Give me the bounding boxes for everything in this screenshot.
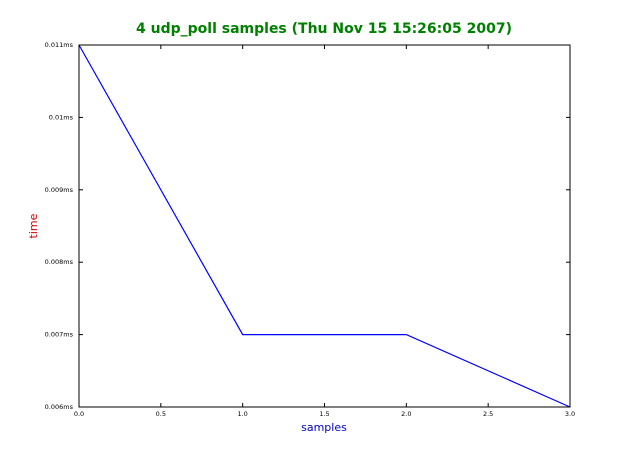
x-tick-label: 1.5 — [319, 410, 329, 418]
x-tick-label: 2.5 — [483, 410, 493, 418]
data-line — [78, 44, 571, 408]
y-tick-label: 0.011ms — [45, 41, 74, 49]
y-tick-label: 0.006ms — [45, 403, 74, 411]
x-tick-label: 3.0 — [565, 410, 575, 418]
y-tick-label: 0.008ms — [45, 258, 74, 266]
y-tick-label: 0.01ms — [49, 113, 74, 121]
y-axis-label: time — [27, 213, 40, 238]
x-tick-label: 2.0 — [401, 410, 411, 418]
y-tick-label: 0.009ms — [45, 186, 74, 194]
x-tick-label: 0.0 — [74, 410, 84, 418]
y-tick-label: 0.007ms — [45, 331, 74, 339]
x-axis-label: samples — [301, 421, 347, 434]
x-tick-label: 0.5 — [156, 410, 166, 418]
plot-frame — [78, 44, 571, 408]
x-tick-label: 1.0 — [237, 410, 247, 418]
chart-title: 4 udp_poll samples (Thu Nov 15 15:26:05 … — [136, 21, 512, 37]
